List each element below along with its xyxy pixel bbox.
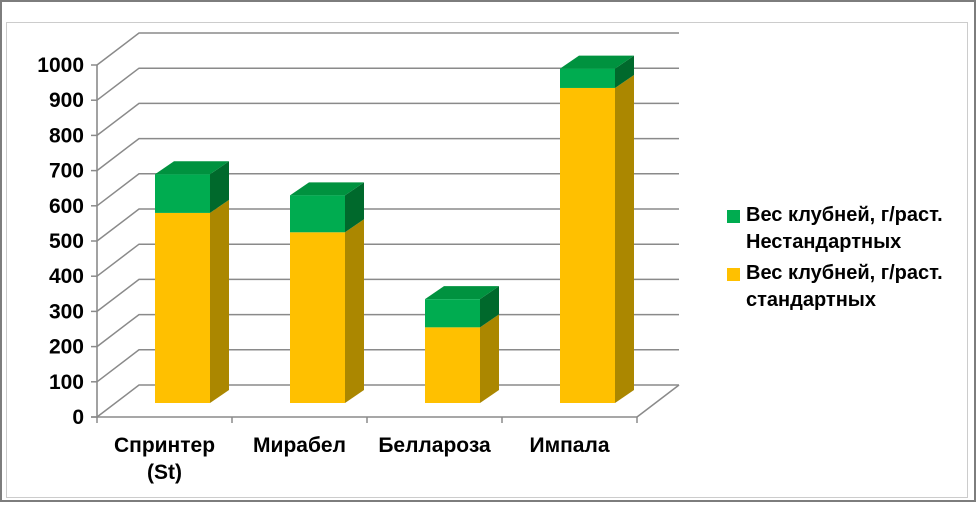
- gridline: [96, 208, 679, 242]
- bar-side-face-nonstandard[interactable]: [345, 182, 364, 233]
- bar-side-face-nonstandard[interactable]: [210, 161, 229, 213]
- x-axis-label: (St): [147, 461, 182, 484]
- legend-label-line: Нестандартных: [746, 231, 902, 253]
- bar-4: [560, 55, 634, 404]
- gridline: [96, 32, 679, 66]
- legend-item-nonstandard[interactable]: Вес клубней, г/раст. Нестандартных: [727, 202, 943, 256]
- bar-front-face-nonstandard[interactable]: [155, 174, 210, 213]
- legend-swatch-yellow-icon: [727, 268, 740, 281]
- x-axis-label: Импала: [529, 434, 609, 457]
- x-axis-label: Мирабел: [253, 434, 346, 457]
- y-axis-label: 100: [49, 371, 84, 394]
- bar-front-face-standard[interactable]: [155, 212, 210, 403]
- gridline: [96, 278, 679, 312]
- chart-area-border: [6, 22, 968, 498]
- floor-right-edge: [636, 384, 680, 418]
- bar-side-face-nonstandard[interactable]: [480, 286, 499, 328]
- bar-front-face-nonstandard[interactable]: [425, 299, 480, 328]
- bar-top-face-nonstandard[interactable]: [155, 161, 229, 175]
- bar-side-face-standard[interactable]: [345, 219, 364, 403]
- bar-front-face-standard[interactable]: [560, 87, 615, 404]
- legend-label-line: Вес клубней, г/раст.: [746, 204, 943, 226]
- gridline: [96, 173, 679, 207]
- y-axis-label: 1000: [37, 54, 84, 77]
- legend-swatch-green-icon: [727, 210, 740, 223]
- bar-front-face-nonstandard[interactable]: [290, 195, 345, 233]
- bar-side-face-standard[interactable]: [480, 314, 499, 403]
- bar-top-face-nonstandard[interactable]: [560, 55, 634, 69]
- bar-1: [155, 161, 229, 403]
- bar-front-face-standard[interactable]: [425, 327, 480, 403]
- bar-side-face-standard[interactable]: [210, 199, 229, 403]
- y-axis-label: 400: [49, 265, 84, 288]
- y-axis-label: 900: [49, 89, 84, 112]
- x-axis-label: Спринтер: [114, 434, 215, 457]
- gridline: [96, 137, 679, 172]
- bar-side-face-nonstandard[interactable]: [615, 55, 634, 88]
- gridline: [96, 67, 679, 101]
- bar-side-face-standard[interactable]: [615, 74, 634, 404]
- legend-item-standard[interactable]: Вес клубней, г/раст. стандартных: [727, 260, 943, 314]
- y-axis-label: 500: [49, 230, 84, 253]
- gridline: [96, 102, 679, 136]
- gridline: [96, 243, 679, 277]
- y-axis-label: 200: [49, 336, 84, 359]
- bar-2: [290, 182, 364, 403]
- bar-top-face-nonstandard[interactable]: [425, 286, 499, 300]
- y-axis-label: 800: [49, 124, 84, 147]
- y-axis-label: 300: [49, 300, 84, 323]
- legend-label-line: стандартных: [746, 289, 876, 311]
- legend-label-line: Вес клубней, г/раст.: [746, 262, 943, 284]
- bar-front-face-standard[interactable]: [290, 232, 345, 403]
- bar-front-face-nonstandard[interactable]: [560, 68, 615, 88]
- y-axis-label: 700: [49, 160, 84, 183]
- legend: Вес клубней, г/раст. Нестандартных Вес к…: [727, 202, 943, 318]
- bar-top-face-nonstandard[interactable]: [290, 182, 364, 196]
- bar-3: [425, 286, 499, 403]
- x-axis-label: Беллароза: [378, 434, 491, 457]
- y-axis-label: 600: [49, 195, 84, 218]
- y-axis-label: 0: [72, 406, 84, 429]
